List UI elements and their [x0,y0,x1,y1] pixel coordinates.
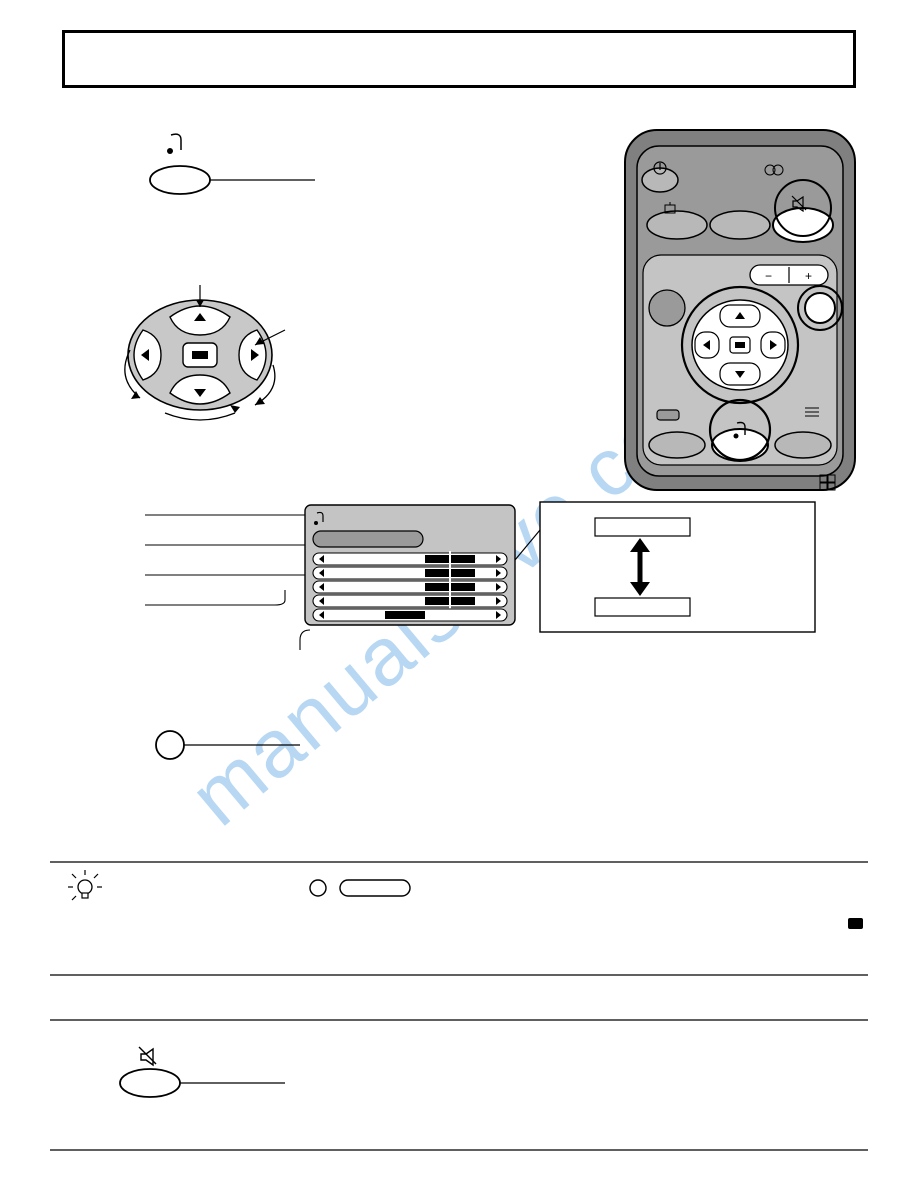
title-box [62,30,856,88]
slider-panel [305,505,515,625]
diagram-svg: − + [50,110,868,1160]
screen-icon [848,918,863,929]
remote-illustration: − + [625,130,855,490]
small-circle-button [156,731,300,759]
inline-small-circle [310,880,326,896]
slider-leader-lines [145,515,310,650]
svg-text:+: + [805,269,812,283]
dpad-standalone [125,285,285,420]
music-button-small [150,134,315,194]
bulb-icon [68,870,102,900]
svg-text:−: − [765,269,772,283]
inline-pill [340,880,410,896]
mute-button-bottom [120,1047,285,1097]
arrow-explain-box [540,502,815,632]
